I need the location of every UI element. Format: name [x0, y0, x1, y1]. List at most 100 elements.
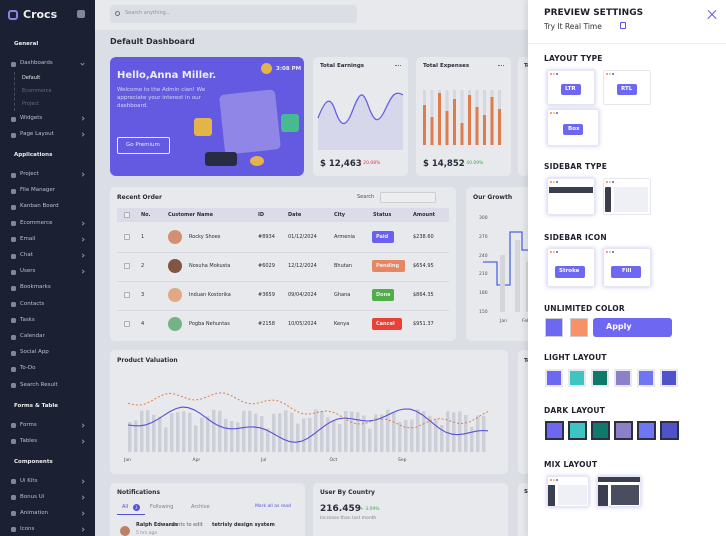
light-swatch[interactable] [591, 369, 609, 387]
checkbox[interactable] [124, 212, 130, 218]
light-swatch[interactable] [545, 369, 563, 387]
notification-tab[interactable]: Following [150, 504, 174, 510]
setting-label: MIX LAYOUT [544, 460, 598, 469]
menu-item[interactable]: Bonus Ui [20, 493, 45, 500]
setting-label: DARK LAYOUT [544, 406, 606, 415]
menu-item[interactable]: File Manager [20, 187, 56, 194]
growth-x-label: Feb [522, 319, 530, 324]
menu-item[interactable]: Tasks [20, 316, 35, 323]
checkbox[interactable] [124, 234, 130, 240]
dark-swatch[interactable] [568, 421, 587, 440]
menu-item[interactable]: Tables [20, 437, 38, 444]
menu-item[interactable]: Kanban Board [20, 203, 59, 210]
apply-button[interactable] [593, 318, 672, 337]
menu-icon [11, 423, 16, 429]
window-dot [609, 73, 612, 75]
valuation-bar [218, 410, 222, 452]
light-swatch[interactable] [568, 369, 586, 387]
expense-bar [498, 109, 501, 145]
valuation-bar [422, 411, 426, 452]
stat-change: + 40.09% [461, 161, 484, 166]
premium-button[interactable] [117, 137, 170, 154]
table-search[interactable] [380, 192, 436, 203]
expense-bar [430, 117, 434, 145]
mark-read-link[interactable]: Mark all as read [255, 504, 291, 509]
dark-swatch[interactable] [660, 421, 679, 440]
table-header-row [117, 208, 449, 222]
submenu-item[interactable]: Ecommerce [22, 88, 52, 94]
submenu-item[interactable]: Default [22, 75, 41, 81]
stat-value: $ 12,463 [320, 159, 362, 169]
menu-item[interactable]: Ecommerce [20, 219, 53, 226]
light-swatch[interactable] [637, 369, 655, 387]
window-dot [612, 181, 615, 183]
sidebar [0, 0, 95, 536]
country-card [313, 483, 508, 536]
premium-button-label[interactable]: Go Premium [126, 142, 160, 148]
menu-item[interactable]: Chat [20, 252, 33, 258]
growth-y-label: 270 [479, 234, 488, 240]
dark-swatch[interactable] [614, 421, 633, 440]
menu-icon [11, 269, 16, 275]
menu-item[interactable]: Ui Kits [20, 477, 38, 484]
menu-item[interactable]: Forms [20, 421, 37, 428]
menu-toggle[interactable] [77, 10, 85, 18]
modal-overlay [0, 0, 528, 536]
dark-swatch[interactable] [591, 421, 610, 440]
table-cell: 10/05/2024 [288, 321, 317, 327]
growth-bar [515, 240, 520, 312]
card-menu-dots [395, 65, 401, 67]
layout-option[interactable] [547, 178, 595, 215]
menu-item[interactable]: Social App [20, 349, 49, 356]
expense-bar [423, 105, 426, 145]
valuation-bar [476, 415, 480, 452]
table-cell: 09/04/2024 [288, 292, 317, 298]
menu-item[interactable]: Widgets [20, 115, 43, 121]
notification-tab[interactable]: Archive [191, 504, 210, 510]
sidebar-heading: General [14, 41, 39, 47]
menu-item[interactable]: Users [20, 268, 36, 275]
menu-item[interactable]: Animation [20, 509, 49, 516]
menu-icon [11, 334, 16, 340]
menu-icon [11, 350, 16, 356]
menu-icon [11, 237, 16, 243]
color-picker[interactable] [570, 318, 588, 337]
light-swatch[interactable] [660, 369, 678, 387]
menu-item[interactable]: To-Do [20, 365, 36, 372]
valuation-bar [170, 413, 174, 452]
table-cell: Ghana [334, 292, 351, 298]
menu-item[interactable]: Calendar [20, 333, 45, 339]
status-badge [372, 289, 395, 301]
table-cell: 4 [141, 321, 145, 327]
notifications-card [110, 483, 305, 536]
notification-tab[interactable]: All [122, 504, 129, 510]
color-picker[interactable] [545, 318, 563, 337]
checkbox[interactable] [124, 292, 130, 298]
window-dot [550, 479, 552, 481]
welcome-message: Welcome to the Admin clan! We appreciate… [117, 87, 206, 109]
menu-item[interactable]: Icons [20, 525, 35, 532]
setting-label: LAYOUT TYPE [544, 54, 603, 63]
submenu-item[interactable]: Project [22, 101, 40, 107]
menu-item[interactable]: Project [20, 171, 39, 177]
menu-item[interactable]: Bookmarks [20, 284, 51, 291]
partial-title: Sa [524, 489, 532, 496]
light-swatch[interactable] [614, 369, 632, 387]
valuation-x-label: Jan [124, 458, 131, 463]
menu-item[interactable]: Page Layout [20, 131, 54, 137]
setting-label: SIDEBAR ICON [544, 233, 607, 242]
menu-item[interactable]: Dashboards [20, 60, 53, 66]
growth-bar [500, 255, 505, 312]
checkbox[interactable] [124, 263, 130, 269]
menu-item[interactable]: Email [20, 235, 36, 242]
dark-swatch[interactable] [545, 421, 564, 440]
checkbox[interactable] [124, 321, 130, 327]
search-box[interactable] [110, 5, 357, 23]
table-cell: 1 [141, 234, 145, 240]
apply-button-label[interactable]: Apply [606, 322, 632, 331]
window-dot [556, 479, 559, 481]
growth-y-label: 180 [479, 291, 488, 297]
menu-item[interactable]: Contacts [20, 300, 45, 307]
dark-swatch[interactable] [637, 421, 656, 440]
menu-item[interactable]: Search Result [20, 381, 58, 388]
